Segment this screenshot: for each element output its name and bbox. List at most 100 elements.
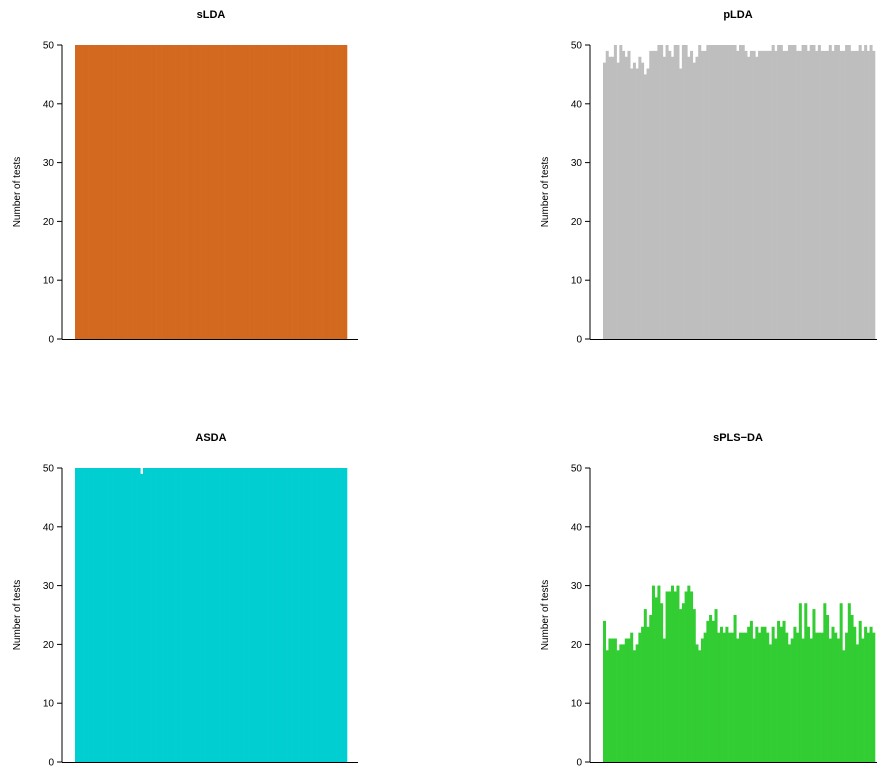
bar [107,45,111,339]
bar [113,468,117,762]
bar [809,45,813,339]
bar [175,468,179,762]
panel-asda: ASDA 0 10 20 30 40 50 Number of tests [12,432,358,769]
y-tick-label: 10 [571,699,583,710]
bar [224,45,228,339]
bar [758,632,762,762]
bar [295,468,299,762]
bar [284,45,288,339]
y-axis-label: Number of tests [12,157,23,228]
bar [104,45,108,339]
bar [227,45,231,339]
bar [777,620,781,762]
bar [178,45,182,339]
bar [270,468,274,762]
bar [181,45,185,339]
bar [744,632,748,762]
bar [341,468,345,762]
bar [276,468,280,762]
bar [327,468,331,762]
bar [300,45,304,339]
bar [662,56,666,339]
bar [213,468,217,762]
bar [809,638,813,762]
bar [205,468,209,762]
bar [711,620,715,762]
bar [200,468,204,762]
bar [219,468,223,762]
bar [189,468,193,762]
bar [246,468,250,762]
bar [622,50,626,339]
bar [123,468,127,762]
bar [812,609,816,762]
bar [170,468,174,762]
bar [289,45,293,339]
bar [134,468,138,762]
bar [703,50,707,339]
bar [787,45,791,339]
bar [224,468,228,762]
bar [673,591,677,762]
bar [763,50,767,339]
bar [635,68,639,340]
bar [211,45,215,339]
bar [113,45,117,339]
y-tick-label: 30 [43,158,55,169]
bar [251,468,255,762]
bar [714,609,718,762]
y-tick-label: 0 [576,335,582,346]
bar [295,45,299,339]
bar [782,50,786,339]
bar [121,45,125,339]
bar [262,45,266,339]
bar [270,45,274,339]
bar [322,468,326,762]
bar [676,45,680,339]
bar [654,597,658,762]
panel-splsda: sPLS−DA 0 10 20 30 40 50 Number of tests [540,432,877,769]
bar [812,45,816,339]
bar [613,638,617,762]
bar [287,45,291,339]
bar [77,468,81,762]
bar [722,45,726,339]
bar [194,468,198,762]
bar [605,50,609,339]
bar [137,468,141,762]
bar [284,468,288,762]
bar [842,50,846,339]
bar [630,68,634,340]
bar [118,468,122,762]
bar [319,468,323,762]
bar [249,468,253,762]
bar [804,45,808,339]
bar [219,45,223,339]
bar [181,468,185,762]
bar [151,468,155,762]
y-axis-label: Number of tests [540,157,551,228]
bar [336,468,340,762]
bar [681,603,685,762]
bar [638,632,642,762]
bar [80,468,84,762]
bar [847,603,851,762]
bar [850,50,854,339]
bar [306,468,310,762]
bar [344,468,348,762]
bar [88,45,92,339]
bar [804,603,808,762]
bar [292,468,296,762]
bar [287,468,291,762]
bar [665,45,669,339]
bar [194,45,198,339]
bar [627,50,631,339]
bar [665,591,669,762]
bar [183,45,187,339]
bar [864,626,868,762]
bar [115,45,119,339]
bar [869,626,873,762]
bar [230,45,234,339]
bar [660,45,664,339]
bar [842,650,846,762]
